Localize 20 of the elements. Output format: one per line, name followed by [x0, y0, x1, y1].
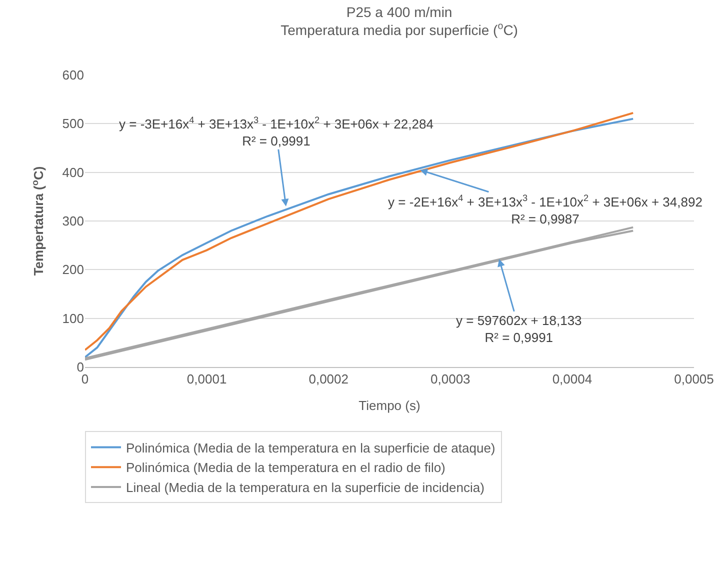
x-tick-label: 0,0005 [674, 372, 714, 387]
annotation: y = -2E+16x$^{4}$ + 3E+13x$^{3}$ - 1E+10x$^{2}$ + 3E+06x + 34,892 R² = 0,9987 [388, 193, 702, 226]
annotation: y = -3E+16x$^{4}$ + 3E+13x$^{3}$ - 1E+10x$^{2}$ + 3E+06x + 22,284 R² = 0,9991 [119, 115, 434, 148]
y-tick-label: 500 [62, 116, 84, 132]
y-tick-label: 600 [62, 68, 84, 83]
y-tick-label: 200 [62, 262, 84, 278]
x-tick-label: 0,0002 [308, 372, 348, 387]
y-tick-label: 300 [62, 214, 84, 229]
y-tick-label: 100 [62, 310, 84, 326]
x-axis-title: Tiempo (s) [358, 398, 420, 414]
x-tick-label: 0,0001 [186, 372, 227, 387]
annotation: y = 597602x + 18,133 R² = 0,9991 [456, 313, 582, 345]
legend-label: Polinómica (Media de la temperatura en el radio de filo) [126, 460, 446, 476]
legend-label: Lineal (Media de la temperatura en la superficie de incidencia) [126, 480, 484, 496]
x-tick-label: 0,0003 [430, 372, 470, 387]
chart-title: P25 a 400 m/min Temperatura media por superficie ($^{o}$C) [280, 4, 518, 38]
y-tick-label: 0 [76, 360, 84, 375]
y-tick-label: 400 [62, 164, 84, 180]
x-tick-label: 0,0004 [552, 372, 592, 387]
legend-label: Polinómica (Media de la temperatura en la superficie de ataque) [126, 440, 496, 456]
